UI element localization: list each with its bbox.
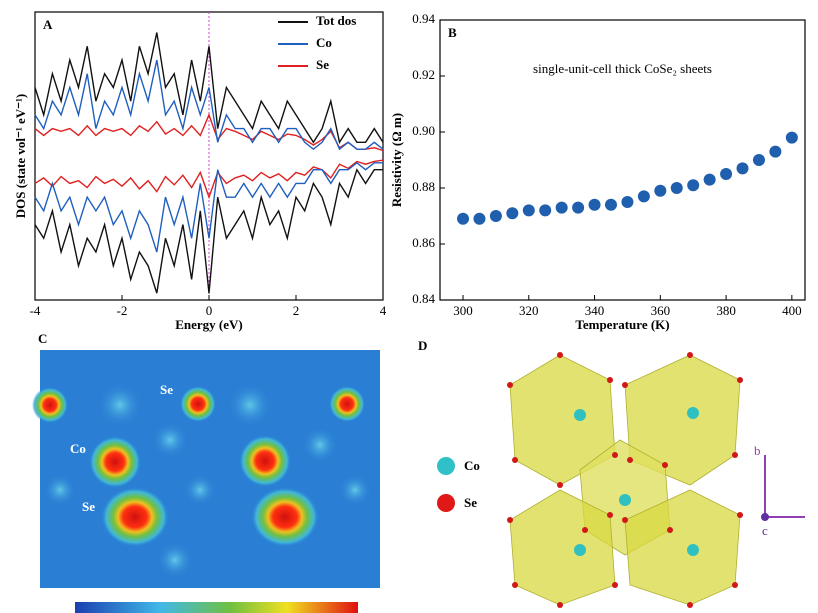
panel-label: B (448, 25, 457, 40)
atom-label: Co (70, 441, 86, 456)
data-point (785, 131, 798, 144)
x-tick-label: 400 (782, 303, 802, 318)
panel-label: C (38, 331, 47, 346)
x-tick-label: 360 (651, 303, 671, 318)
dos-line (34, 59, 384, 151)
y-tick-label: 0.92 (412, 67, 435, 82)
data-point (604, 198, 617, 211)
dos-line (34, 32, 384, 145)
x-tick-label: -2 (117, 303, 128, 318)
data-point (736, 162, 749, 175)
x-axis-label: Temperature (K) (575, 317, 669, 332)
y-axis-label: DOS (state vol⁻¹ eV⁻¹) (13, 94, 28, 218)
legend-label: Tot dos (316, 13, 356, 28)
x-tick-label: 320 (519, 303, 539, 318)
data-point (489, 210, 502, 222)
data-point (572, 201, 585, 214)
plot-frame (439, 19, 806, 301)
annotation: single-unit-cell thick CoSe₂ sheets (533, 61, 712, 76)
panel-label: D (418, 338, 427, 353)
data-point (588, 198, 601, 211)
x-tick-label: -4 (30, 303, 41, 318)
x-tick-label: 2 (293, 303, 300, 318)
data-point (670, 182, 683, 194)
x-tick-label: 300 (453, 303, 473, 318)
dos-line (34, 161, 383, 253)
axis-label: c (762, 523, 768, 538)
data-point (752, 154, 765, 166)
crystal-structure (437, 352, 805, 608)
data-point (654, 184, 667, 197)
x-tick-label: 4 (380, 303, 387, 318)
legend-label: Se (464, 495, 477, 510)
legend-label: Co (464, 458, 480, 473)
y-tick-label: 0.86 (412, 235, 435, 250)
y-axis-label: Resistivity (Ω m) (389, 113, 404, 207)
dos-line (34, 159, 384, 200)
data-point (703, 173, 716, 186)
legend-label: Se (316, 57, 329, 72)
data-point (555, 201, 568, 214)
x-tick-label: 0 (206, 303, 213, 318)
data-point (457, 212, 470, 225)
data-point (539, 204, 552, 217)
atom-label: Se (82, 499, 95, 514)
data-point (637, 190, 650, 203)
data-point (621, 196, 634, 208)
y-tick-label: 0.94 (412, 11, 435, 26)
panel-label: A (43, 17, 53, 32)
atom-label: Se (160, 382, 173, 397)
data-point (522, 204, 535, 217)
x-tick-label: 380 (716, 303, 736, 318)
charge-density-map (32, 350, 380, 613)
dos-line (34, 168, 383, 294)
axis-label: b (754, 443, 761, 458)
x-axis-label: Energy (eV) (175, 317, 243, 332)
data-point (506, 207, 519, 220)
y-tick-label: 0.84 (412, 291, 435, 306)
data-point (769, 145, 782, 158)
data-point (687, 179, 700, 192)
data-point (473, 212, 486, 225)
data-point (720, 168, 733, 180)
y-tick-label: 0.88 (412, 179, 435, 194)
x-tick-label: 340 (585, 303, 605, 318)
legend-label: Co (316, 35, 332, 50)
y-tick-label: 0.90 (412, 123, 435, 138)
